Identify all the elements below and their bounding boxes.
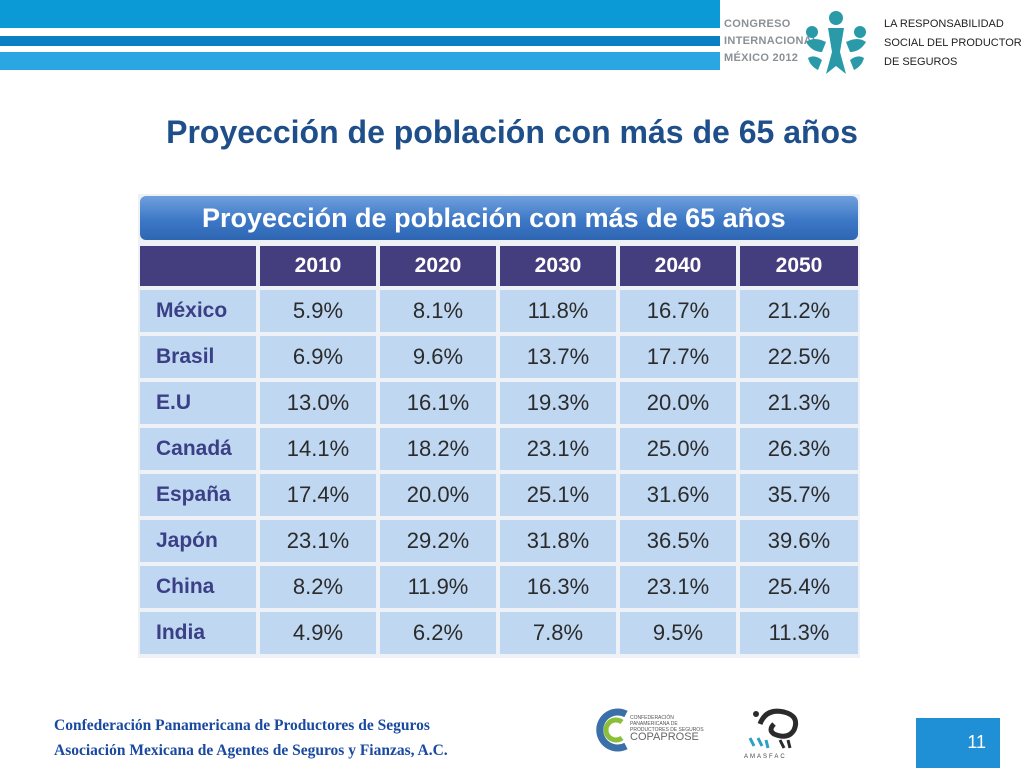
table-cell-value: 31.8% bbox=[500, 520, 616, 562]
table-row-country: España bbox=[140, 474, 256, 516]
table-cell-value: 11.9% bbox=[380, 566, 496, 608]
table-header-year: 2010 bbox=[260, 246, 376, 286]
table-cell-value: 17.7% bbox=[620, 336, 736, 378]
copaprose-subtitle: CONFEDERACIÓN PANAMERICANA DE PRODUCTORE… bbox=[630, 715, 704, 733]
responsabilidad-line: SOCIAL DEL PRODUCTOR bbox=[884, 37, 1022, 49]
table-cell-value: 25.0% bbox=[620, 428, 736, 470]
footer-line-1: Confederación Panamericana de Productore… bbox=[54, 717, 430, 734]
table-cell-value: 31.6% bbox=[620, 474, 736, 516]
table-row-country: Canadá bbox=[140, 428, 256, 470]
table-cell-value: 26.3% bbox=[740, 428, 858, 470]
table-title-bar: Proyección de población con más de 65 añ… bbox=[140, 196, 858, 240]
copaprose-logo-icon bbox=[596, 708, 628, 752]
copaprose-name: COPAPROSE bbox=[630, 731, 699, 743]
table-cell-value: 13.0% bbox=[260, 382, 376, 424]
table-cell-value: 23.1% bbox=[620, 566, 736, 608]
table-cell-value: 20.0% bbox=[620, 382, 736, 424]
table-row-country: México bbox=[140, 290, 256, 332]
table-cell-value: 19.3% bbox=[500, 382, 616, 424]
table-row-country: Japón bbox=[140, 520, 256, 562]
table-cell-value: 5.9% bbox=[260, 290, 376, 332]
table-header-year: 2020 bbox=[380, 246, 496, 286]
table-row-country: India bbox=[140, 612, 256, 654]
table-cell-value: 25.4% bbox=[740, 566, 858, 608]
table-header-year: 2040 bbox=[620, 246, 736, 286]
table-cell-value: 35.7% bbox=[740, 474, 858, 516]
table-cell-value: 16.1% bbox=[380, 382, 496, 424]
footer-line-2: Asociación Mexicana de Agentes de Seguro… bbox=[54, 742, 448, 759]
table-header-year: 2030 bbox=[500, 246, 616, 286]
table-cell-value: 6.9% bbox=[260, 336, 376, 378]
table-cell-value: 23.1% bbox=[260, 520, 376, 562]
table-cell-value: 16.3% bbox=[500, 566, 616, 608]
amasfac-logo: AMASFAC bbox=[740, 704, 810, 764]
table-cell-value: 8.2% bbox=[260, 566, 376, 608]
table-cell-value: 11.3% bbox=[740, 612, 858, 654]
table-cell-value: 9.5% bbox=[620, 612, 736, 654]
table-row-country: E.U bbox=[140, 382, 256, 424]
table-cell-value: 14.1% bbox=[260, 428, 376, 470]
table-cell-value: 21.2% bbox=[740, 290, 858, 332]
table-cell-value: 23.1% bbox=[500, 428, 616, 470]
table-cell-value: 6.2% bbox=[380, 612, 496, 654]
table-cell-value: 21.3% bbox=[740, 382, 858, 424]
header-band bbox=[0, 0, 720, 74]
slide-title: Proyección de población con más de 65 añ… bbox=[166, 114, 858, 150]
table-cell-value: 29.2% bbox=[380, 520, 496, 562]
table-cell-value: 39.6% bbox=[740, 520, 858, 562]
table-cell-value: 13.7% bbox=[500, 336, 616, 378]
table-cell-value: 16.7% bbox=[620, 290, 736, 332]
table-cell-value: 11.8% bbox=[500, 290, 616, 332]
population-table: Proyección de población con más de 65 añ… bbox=[138, 194, 860, 658]
table-title: Proyección de población con más de 65 añ… bbox=[202, 203, 786, 233]
congreso-line: CONGRESO bbox=[724, 18, 791, 30]
responsabilidad-line: DE SEGUROS bbox=[884, 56, 958, 68]
table-cell-value: 17.4% bbox=[260, 474, 376, 516]
congreso-line: INTERNACIONAL bbox=[724, 35, 819, 47]
page-number: 11 bbox=[967, 732, 986, 752]
responsabilidad-label: LA RESPONSABILIDAD SOCIAL DEL PRODUCTOR … bbox=[884, 15, 1024, 72]
congreso-label: CONGRESO INTERNACIONAL MÉXICO 2012 bbox=[724, 16, 819, 67]
page-number-box: 11 bbox=[916, 718, 1000, 768]
footer-organizations: Confederación Panamericana de Productore… bbox=[54, 713, 448, 763]
people-circle-logo-icon bbox=[806, 11, 866, 74]
table-cell-value: 7.8% bbox=[500, 612, 616, 654]
table-cell-value: 22.5% bbox=[740, 336, 858, 378]
table-header-year: 2050 bbox=[740, 246, 858, 286]
amasfac-logo-icon bbox=[748, 708, 799, 749]
table-cell-value: 4.9% bbox=[260, 612, 376, 654]
congreso-line: MÉXICO 2012 bbox=[724, 52, 799, 64]
table-header-corner bbox=[140, 246, 256, 286]
amasfac-label: AMASFAC bbox=[744, 754, 787, 760]
table-cell-value: 20.0% bbox=[380, 474, 496, 516]
copaprose-logo: CONFEDERACIÓN PANAMERICANA DE PRODUCTORE… bbox=[596, 706, 706, 754]
table-cell-value: 25.1% bbox=[500, 474, 616, 516]
table-cell-value: 18.2% bbox=[380, 428, 496, 470]
table-row-country: Brasil bbox=[140, 336, 256, 378]
table-cell-value: 8.1% bbox=[380, 290, 496, 332]
table-cell-value: 36.5% bbox=[620, 520, 736, 562]
responsabilidad-line: LA RESPONSABILIDAD bbox=[884, 18, 1004, 30]
table-cell-value: 9.6% bbox=[380, 336, 496, 378]
table-row-country: China bbox=[140, 566, 256, 608]
